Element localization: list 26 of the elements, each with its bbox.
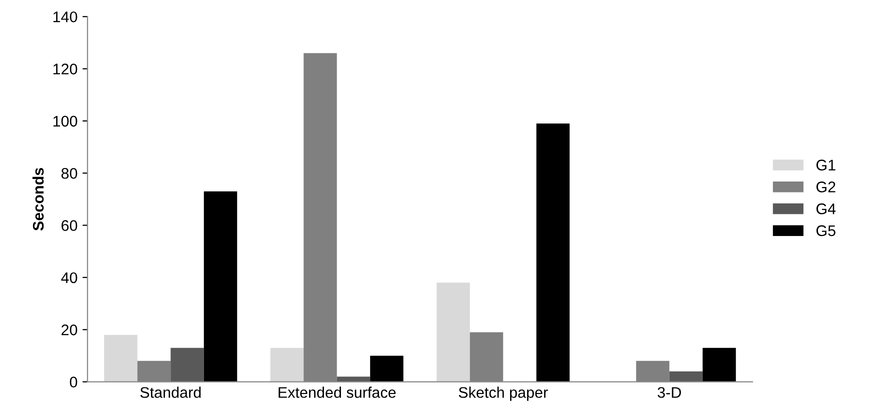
bar	[536, 124, 570, 382]
x-tick-label: Standard	[140, 386, 201, 398]
bar	[270, 348, 304, 382]
bar	[204, 191, 238, 382]
y-axis-title: Seconds	[32, 168, 44, 231]
x-tick-label: Sketch paper	[458, 386, 548, 401]
bar	[170, 348, 204, 382]
y-tick-label: 0	[70, 376, 78, 388]
bar	[436, 282, 470, 382]
legend-label: G4	[816, 203, 836, 214]
y-tick-label: 80	[61, 168, 78, 179]
bar	[370, 356, 404, 382]
bar	[702, 348, 736, 382]
x-tick-label: 3-D	[658, 387, 681, 398]
bar	[669, 371, 703, 382]
y-tick-label: 120	[53, 64, 78, 74]
legend-label: G5	[816, 225, 836, 236]
y-tick-label: 140	[53, 11, 78, 22]
x-tick-label: Extended surface	[278, 386, 396, 398]
y-tick-label: 100	[53, 116, 78, 127]
legend-label: G2	[816, 182, 836, 192]
legend-label: G1	[816, 160, 836, 170]
y-tick-label: 60	[62, 220, 78, 231]
y-tick-label: 40	[61, 272, 78, 284]
y-tick-label: 20	[62, 324, 78, 336]
bar	[104, 334, 138, 382]
